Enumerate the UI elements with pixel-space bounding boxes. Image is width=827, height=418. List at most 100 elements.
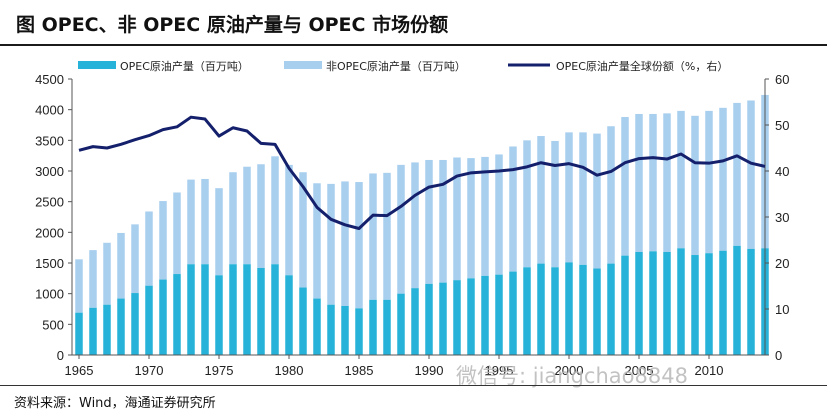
- bar-non-opec-2008: [677, 110, 685, 249]
- bar-opec-1975: [215, 275, 223, 355]
- x-tick-label: 1980: [275, 363, 304, 378]
- bar-non-opec-1974: [201, 178, 209, 265]
- bar-opec-1987: [383, 299, 391, 355]
- bar-non-opec-1990: [425, 159, 433, 284]
- bar-group: [75, 94, 769, 355]
- bar-opec-1980: [285, 275, 293, 355]
- bar-non-opec-1972: [173, 192, 181, 275]
- bar-non-opec-1969: [131, 224, 139, 294]
- x-tick-label: 1965: [65, 363, 94, 378]
- chart-title: 图 OPEC、非 OPEC 原油产量与 OPEC 市场份额: [16, 14, 449, 36]
- bar-non-opec-1981: [299, 172, 307, 288]
- chart-title-bar: 图 OPEC、非 OPEC 原油产量与 OPEC 市场份额: [0, 0, 827, 46]
- bar-opec-1966: [89, 307, 97, 355]
- bar-opec-1991: [439, 282, 447, 355]
- legend-label-non-opec: 非OPEC原油产量（百万吨）: [326, 59, 466, 73]
- bar-non-opec-1988: [397, 164, 405, 294]
- bar-non-opec-1984: [341, 181, 349, 306]
- y2-tick-label: 50: [775, 118, 789, 133]
- bar-opec-1970: [145, 285, 153, 355]
- bar-non-opec-1983: [327, 183, 335, 305]
- bar-opec-2011: [719, 250, 727, 355]
- bar-opec-1994: [481, 275, 489, 355]
- source-note: 资料来源：Wind，海通证券研究所: [14, 396, 216, 411]
- bar-non-opec-2009: [691, 115, 699, 256]
- bar-non-opec-1970: [145, 211, 153, 286]
- bar-opec-1974: [201, 264, 209, 355]
- bar-non-opec-1996: [509, 146, 517, 272]
- bar-non-opec-2003: [607, 126, 615, 264]
- bar-non-opec-1995: [495, 154, 503, 275]
- bar-non-opec-1976: [229, 172, 237, 265]
- y2-tick-label: 10: [775, 302, 789, 317]
- bar-non-opec-2013: [747, 100, 755, 249]
- bar-opec-2013: [747, 248, 755, 355]
- bar-non-opec-1968: [117, 232, 125, 299]
- bar-opec-1967: [103, 304, 111, 355]
- bar-non-opec-1997: [523, 140, 531, 268]
- bar-non-opec-2006: [649, 113, 657, 252]
- bar-non-opec-1999: [551, 140, 559, 268]
- bar-opec-2009: [691, 255, 699, 355]
- bar-opec-1986: [369, 299, 377, 355]
- bar-opec-2000: [565, 262, 573, 355]
- bar-opec-1977: [243, 264, 251, 355]
- bar-non-opec-2011: [719, 107, 727, 251]
- bar-opec-1982: [313, 298, 321, 355]
- bar-non-opec-1993: [467, 158, 475, 279]
- footer-divider: [0, 385, 827, 386]
- bar-non-opec-1979: [271, 156, 279, 265]
- bar-opec-1988: [397, 293, 405, 355]
- bar-non-opec-1971: [159, 201, 167, 280]
- x-tick-label: 2005: [625, 363, 654, 378]
- legend-swatch-opec: [78, 61, 116, 69]
- bar-non-opec-1994: [481, 156, 489, 276]
- bar-non-opec-1977: [243, 166, 251, 265]
- bar-opec-1985: [355, 308, 363, 355]
- bar-non-opec-2010: [705, 110, 713, 254]
- bar-non-opec-1975: [215, 188, 223, 276]
- y-tick-label: 4000: [35, 103, 64, 118]
- bar-non-opec-1978: [257, 164, 265, 268]
- chart: OPEC原油产量（百万吨） 非OPEC原油产量（百万吨） OPEC原油产量全球份…: [35, 59, 789, 378]
- x-tick-label: 2000: [555, 363, 584, 378]
- bar-non-opec-2007: [663, 113, 671, 252]
- x-tick-label: 1970: [135, 363, 164, 378]
- bar-opec-2008: [677, 248, 685, 355]
- bar-opec-1976: [229, 264, 237, 355]
- bar-opec-1997: [523, 267, 531, 355]
- x-tick-label: 2010: [695, 363, 724, 378]
- bar-non-opec-1966: [89, 250, 97, 308]
- bar-opec-1979: [271, 264, 279, 355]
- y2-tick-label: 0: [775, 348, 782, 363]
- y-tick-label: 1500: [35, 256, 64, 271]
- bar-opec-2006: [649, 251, 657, 355]
- bar-opec-2002: [593, 268, 601, 355]
- bar-opec-1978: [257, 267, 265, 355]
- bar-opec-1968: [117, 298, 125, 355]
- bar-opec-1965: [75, 312, 83, 355]
- bar-opec-2010: [705, 253, 713, 355]
- bar-non-opec-2005: [635, 113, 643, 252]
- x-tick-label: 1985: [345, 363, 374, 378]
- chart-legend: OPEC原油产量（百万吨） 非OPEC原油产量（百万吨） OPEC原油产量全球份…: [78, 59, 728, 73]
- bar-non-opec-1992: [453, 157, 461, 281]
- x-tick-label: 1995: [485, 363, 514, 378]
- bar-opec-2012: [733, 245, 741, 355]
- bar-opec-2007: [663, 251, 671, 355]
- legend-label-opec: OPEC原油产量（百万吨）: [120, 59, 249, 73]
- bar-opec-1983: [327, 304, 335, 355]
- bar-opec-1984: [341, 305, 349, 355]
- bar-non-opec-1967: [103, 242, 111, 305]
- y-tick-label: 4500: [35, 72, 64, 87]
- bar-opec-1998: [537, 263, 545, 355]
- y2-tick-label: 40: [775, 164, 789, 179]
- bar-non-opec-1991: [439, 159, 447, 283]
- bar-non-opec-1998: [537, 136, 545, 264]
- y-tick-label: 2000: [35, 225, 64, 240]
- bar-opec-2005: [635, 251, 643, 355]
- bar-opec-2003: [607, 263, 615, 355]
- bar-non-opec-2012: [733, 102, 741, 246]
- bar-non-opec-2001: [579, 132, 587, 265]
- bar-non-opec-1980: [285, 164, 293, 276]
